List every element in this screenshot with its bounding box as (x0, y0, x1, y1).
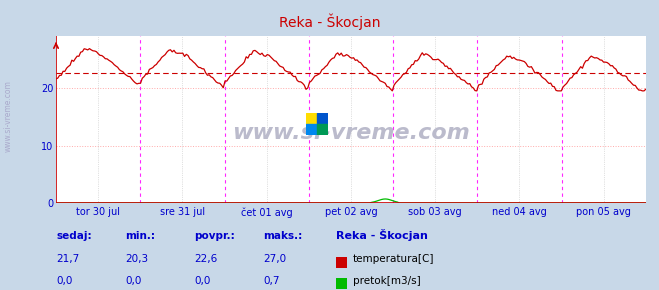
Text: 0,0: 0,0 (194, 276, 211, 286)
Text: sedaj:: sedaj: (56, 231, 92, 241)
Text: 27,0: 27,0 (264, 254, 287, 264)
Text: 20,3: 20,3 (125, 254, 148, 264)
Text: maks.:: maks.: (264, 231, 303, 241)
Text: 0,7: 0,7 (264, 276, 280, 286)
Text: povpr.:: povpr.: (194, 231, 235, 241)
Text: www.si-vreme.com: www.si-vreme.com (232, 123, 470, 143)
Text: Reka - Škocjan: Reka - Škocjan (336, 229, 428, 241)
Text: 0,0: 0,0 (125, 276, 142, 286)
Text: pretok[m3/s]: pretok[m3/s] (353, 276, 420, 286)
Text: min.:: min.: (125, 231, 156, 241)
Text: temperatura[C]: temperatura[C] (353, 254, 434, 264)
Bar (317, 113, 328, 124)
Bar (317, 124, 328, 135)
Text: www.si-vreme.com: www.si-vreme.com (3, 80, 13, 152)
Bar (306, 124, 317, 135)
Text: 21,7: 21,7 (56, 254, 79, 264)
Bar (306, 113, 317, 124)
Text: Reka - Škocjan: Reka - Škocjan (279, 13, 380, 30)
Text: 22,6: 22,6 (194, 254, 217, 264)
Text: 0,0: 0,0 (56, 276, 72, 286)
